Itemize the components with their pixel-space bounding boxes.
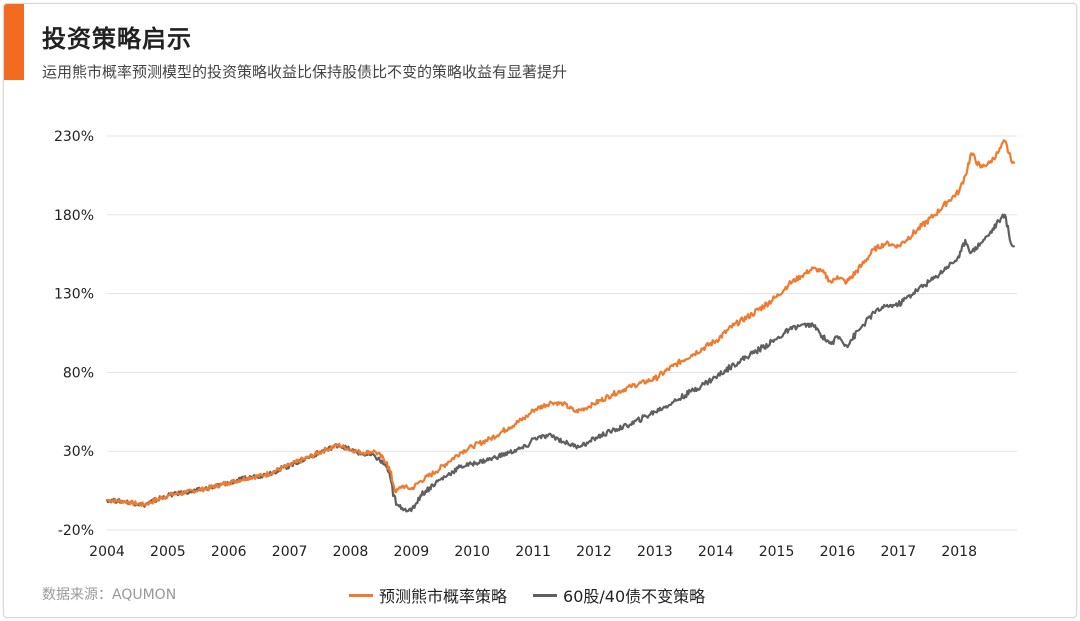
data-source-note: 数据来源：AQUMON — [42, 587, 177, 603]
y-tick-label: 30% — [63, 444, 94, 460]
y-tick-label: 180% — [54, 208, 94, 224]
chart-title: 投资策略启示 — [42, 25, 192, 53]
series-line-bear-probability-strategy — [105, 139, 1016, 507]
x-tick-label: 2013 — [637, 544, 673, 560]
y-tick-label: 130% — [54, 287, 94, 303]
line-chart: -20% 30% 80% 130% 180% 230% 2004 2005 2006 2007 20… — [54, 129, 1017, 560]
x-tick-label: 2008 — [333, 544, 369, 560]
chart-legend: 预测熊市概率策略 60股/40债不变策略 — [349, 583, 705, 607]
x-tick-label: 2018 — [941, 544, 977, 560]
chart-card: 投资策略启示 运用熊市概率预测模型的投资策略收益比保持股债比不变的策略收益有显著… — [3, 3, 1077, 618]
chart-subtitle: 运用熊市概率预测模型的投资策略收益比保持股债比不变的策略收益有显著提升 — [42, 63, 568, 81]
x-tick-label: 2004 — [89, 544, 125, 560]
x-tick-label: 2007 — [272, 544, 308, 560]
y-tick-label: 80% — [63, 365, 94, 381]
x-tick-label: 2014 — [698, 544, 734, 560]
x-tick-label: 2009 — [394, 544, 430, 560]
legend-label-gray: 60股/40债不变策略 — [563, 587, 706, 606]
series-line-60-40-strategy — [105, 213, 1016, 513]
legend-swatch-orange — [349, 593, 373, 597]
legend-label-orange: 预测熊市概率策略 — [379, 587, 508, 606]
x-tick-label: 2011 — [515, 544, 551, 560]
title-accent-bar — [4, 4, 24, 80]
y-tick-label: -20% — [58, 523, 94, 539]
x-tick-label: 2017 — [880, 544, 916, 560]
legend-swatch-gray — [533, 593, 558, 597]
x-tick-label: 2015 — [759, 544, 795, 560]
x-tick-label: 2012 — [576, 544, 612, 560]
x-tick-label: 2010 — [454, 544, 490, 560]
legend-item-gray: 60股/40债不变策略 — [533, 583, 705, 607]
x-tick-label: 2006 — [211, 544, 247, 560]
x-tick-label: 2016 — [820, 544, 856, 560]
x-tick-label: 2005 — [150, 544, 186, 560]
y-tick-label: 230% — [54, 129, 94, 145]
legend-item-orange: 预测熊市概率策略 — [349, 583, 507, 607]
